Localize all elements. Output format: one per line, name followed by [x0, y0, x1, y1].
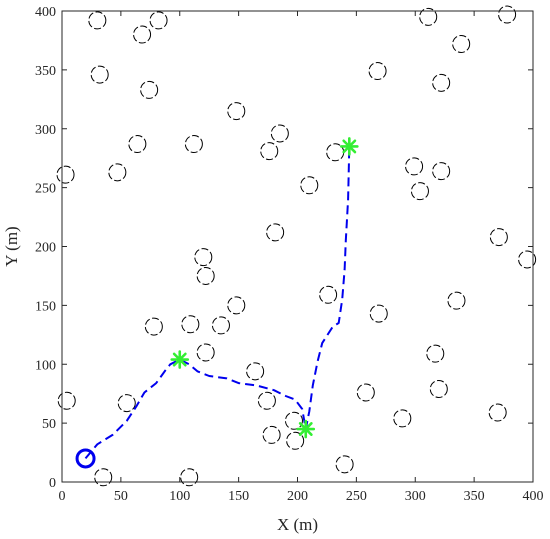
obstacle — [227, 296, 246, 315]
obstacle — [410, 182, 429, 201]
obstacle — [432, 73, 451, 92]
obstacle — [368, 62, 387, 81]
markers-layer — [75, 137, 359, 469]
obstacle — [356, 383, 375, 402]
x-tick-label: 350 — [464, 489, 485, 504]
y-axis-title: Y (m) — [2, 226, 21, 266]
y-tick-label: 200 — [35, 241, 56, 256]
obstacle — [180, 468, 199, 487]
obstacle — [432, 162, 451, 181]
y-tick-label: 100 — [35, 358, 56, 373]
obstacle — [117, 394, 136, 413]
obstacle — [284, 411, 303, 430]
y-tick-label: 250 — [35, 182, 56, 197]
y-tick-label: 300 — [35, 123, 56, 138]
y-tick-label: 0 — [49, 476, 56, 491]
obstacle — [447, 291, 466, 310]
obstacle — [452, 34, 471, 53]
obstacle — [419, 7, 438, 26]
obstacle — [369, 304, 388, 323]
waypoint-marker-stroke — [298, 422, 313, 436]
planned-path — [84, 146, 351, 460]
waypoint-marker-stroke — [172, 352, 187, 367]
obstacle — [260, 142, 279, 161]
start-marker — [75, 448, 96, 469]
obstacle — [196, 343, 215, 362]
obstacle — [405, 157, 424, 176]
obstacle — [393, 409, 412, 428]
obstacle — [319, 285, 338, 304]
obstacle — [518, 250, 537, 269]
x-tick-label: 50 — [114, 489, 128, 504]
obstacle — [488, 403, 507, 422]
ticks-layer: 0 50 100 150 200 250 300 350 400 0 50 100 150 200 250 3… — [35, 5, 544, 504]
x-tick-label: 400 — [523, 489, 544, 504]
path-layer — [84, 146, 351, 460]
obstacle — [181, 315, 200, 334]
x-tick-label: 150 — [228, 489, 249, 504]
obstacle — [426, 344, 445, 363]
obstacle — [227, 102, 246, 121]
x-tick-label: 300 — [405, 489, 426, 504]
obstacle — [246, 362, 265, 381]
obstacle — [108, 163, 127, 182]
waypoint-marker — [170, 350, 190, 369]
axes-box — [61, 10, 534, 483]
obstacle — [300, 176, 319, 195]
y-tick-label: 150 — [35, 299, 56, 314]
obstacle — [262, 425, 281, 444]
waypoint-marker-stroke — [342, 139, 357, 154]
x-tick-label: 100 — [169, 489, 190, 504]
obstacles-layer — [56, 5, 537, 487]
obstacle — [257, 391, 276, 410]
x-tick-label: 250 — [346, 489, 367, 504]
y-tick-label: 50 — [42, 417, 56, 432]
obstacle — [128, 135, 147, 154]
obstacle — [196, 266, 215, 285]
x-tick-label: 200 — [287, 489, 308, 504]
waypoint-marker — [296, 419, 316, 439]
obstacle — [498, 5, 517, 24]
obstacle — [56, 165, 75, 184]
obstacle — [94, 468, 113, 487]
obstacle — [286, 431, 305, 450]
y-tick-label: 350 — [35, 64, 56, 79]
obstacle — [211, 316, 230, 335]
obstacle — [429, 379, 448, 398]
obstacle — [194, 248, 213, 267]
obstacle — [90, 65, 109, 84]
obstacle — [149, 11, 168, 30]
obstacle — [144, 317, 163, 336]
x-axis-title: X (m) — [277, 515, 318, 534]
obstacle — [335, 455, 354, 474]
y-tick-label: 400 — [35, 5, 56, 20]
obstacle — [266, 223, 285, 242]
waypoint-marker — [340, 137, 359, 156]
obstacle — [140, 80, 159, 99]
obstacle — [489, 228, 508, 247]
obstacle — [184, 135, 203, 154]
obstacle — [57, 391, 76, 410]
x-tick-label: 0 — [59, 489, 66, 504]
obstacle — [270, 124, 289, 143]
obstacle — [88, 11, 107, 30]
obstacle — [133, 25, 152, 44]
